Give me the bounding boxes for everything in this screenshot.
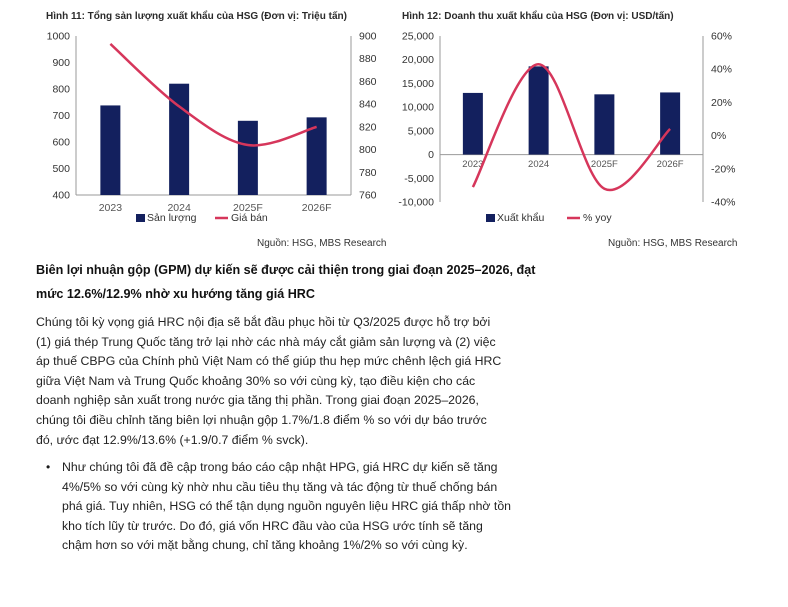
y-tick-label: 600: [52, 137, 70, 149]
y-tick-label: 400: [52, 190, 70, 202]
y2-tick-label: 40%: [711, 64, 732, 76]
series-line: [109, 43, 317, 147]
y-tick-label: 900: [52, 57, 70, 69]
y-tick-label: 25,000: [402, 31, 434, 43]
y-tick-label: 10,000: [402, 102, 434, 114]
y2-tick-label: 0%: [711, 130, 726, 142]
y-tick-label: 20,000: [402, 54, 434, 66]
y-tick-label: 5,000: [408, 125, 434, 137]
legend-label: Sản lượng: [147, 212, 197, 224]
y-tick-label: -5,000: [404, 173, 434, 185]
x-tick-label: 2026F: [302, 202, 332, 214]
y2-tick-label: 780: [359, 167, 377, 179]
legend-label: % yoy: [583, 212, 612, 224]
bar: [237, 120, 258, 195]
chart-right-source: Nguồn: HSG, MBS Research: [608, 238, 738, 249]
bar: [100, 105, 121, 195]
y-tick-label: 500: [52, 163, 70, 175]
y2-tick-label: 880: [359, 53, 377, 65]
y-tick-label: -10,000: [398, 197, 434, 209]
bar: [528, 66, 549, 155]
y-tick-label: 700: [52, 110, 70, 122]
section-heading: Biên lợi nhuận gộp (GPM) dự kiến sẽ được…: [36, 263, 536, 301]
y2-tick-label: 900: [359, 31, 377, 43]
y-tick-label: 15,000: [402, 78, 434, 90]
x-tick-label: 2025F: [233, 202, 263, 214]
y2-tick-label: 800: [359, 144, 377, 156]
bar: [660, 92, 681, 155]
bullet-item: • Như chúng tôi đã đề cập trong báo cáo …: [46, 458, 514, 556]
y2-tick-label: 820: [359, 121, 377, 133]
y2-tick-label: 840: [359, 99, 377, 111]
y-tick-label: 0: [428, 149, 434, 161]
x-tick-label: 2025F: [591, 159, 618, 170]
chart-left-source: Nguồn: HSG, MBS Research: [257, 238, 387, 249]
y2-tick-label: 60%: [711, 31, 732, 43]
y2-tick-label: -40%: [711, 197, 736, 209]
bar: [306, 117, 327, 195]
chart-right-title: Hình 12: Doanh thu xuất khẩu của HSG (Đơ…: [402, 11, 674, 22]
y2-tick-label: 20%: [711, 97, 732, 109]
charts-canvas: 1000 900 800 700 600 500 400 900 880 860 840 820 800…: [47, 31, 736, 225]
series-line: [471, 62, 672, 192]
legend-swatch-bar: [486, 214, 495, 222]
x-tick-label: 2023: [99, 202, 123, 214]
y2-tick-label: 860: [359, 76, 377, 88]
y2-tick-label: 760: [359, 190, 377, 202]
x-tick-label: 2024: [528, 159, 549, 170]
body-paragraph: Chúng tôi kỳ vọng giá HRC nội địa sẽ bắt…: [36, 315, 502, 447]
bullet-dot-icon: •: [46, 460, 51, 474]
y-tick-label: 1000: [47, 31, 71, 43]
x-tick-label: 2023: [462, 159, 483, 170]
bar: [594, 94, 615, 155]
x-tick-label: 2026F: [657, 159, 684, 170]
x-tick-label: 2024: [167, 202, 191, 214]
chart-left-title: Hình 11: Tổng sản lượng xuất khẩu của HS…: [46, 11, 347, 22]
legend-label: Xuất khẩu: [497, 212, 544, 224]
legend-swatch-bar: [136, 214, 145, 222]
y-tick-label: 800: [52, 84, 70, 96]
bullet-text: Như chúng tôi đã đề cập trong báo cáo cậ…: [62, 460, 512, 553]
y2-tick-label: -20%: [711, 163, 736, 175]
legend-label: Giá bán: [231, 212, 268, 224]
bar: [462, 92, 483, 155]
